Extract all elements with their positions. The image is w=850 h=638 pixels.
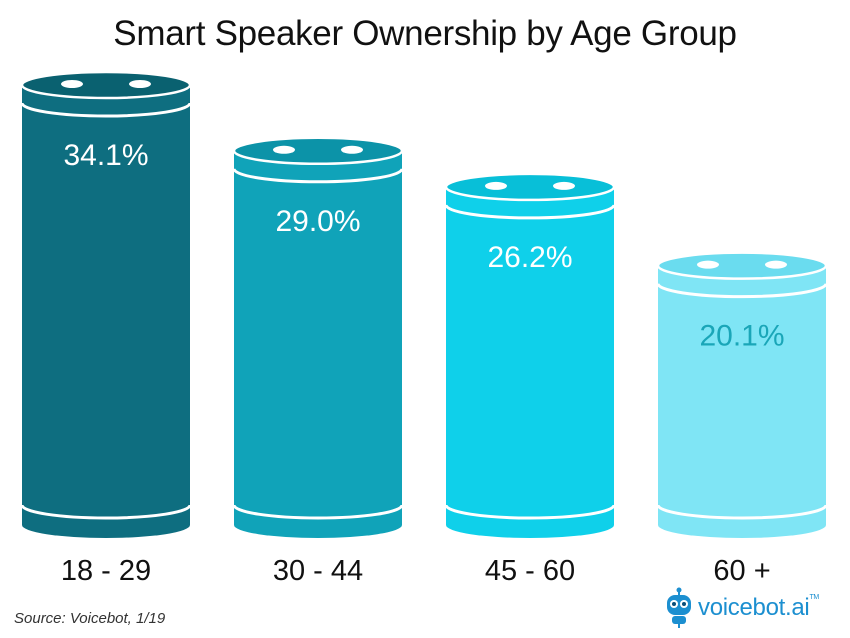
category-label-2: 45 - 60 (485, 555, 575, 587)
bar-top-ring-3 (656, 283, 828, 299)
bar-bottom-ring-0 (20, 504, 192, 520)
category-label-3: 60 + (713, 555, 770, 587)
bar-top-hole-left-1 (273, 145, 295, 154)
bar-body-3 (658, 265, 826, 525)
bar-top-hole-left-0 (61, 80, 83, 88)
logo-name: voicebot (698, 594, 785, 621)
bar-top-ring-2 (444, 204, 616, 220)
bar-top-cap-3 (656, 251, 828, 280)
bar-body-0 (22, 85, 190, 525)
robot-mascot-icon (667, 587, 691, 628)
bar-body-1 (234, 150, 402, 525)
bar-top-hole-right-0 (129, 80, 151, 88)
bar-top-ring-1 (232, 168, 404, 184)
bar-bottom-ring-3 (656, 504, 828, 520)
bar-top-cap-0 (20, 70, 192, 100)
bar-bottom-ring-1 (232, 504, 404, 520)
bar-top-cap-2 (444, 172, 616, 202)
category-label-0: 18 - 29 (61, 555, 151, 587)
source-note: Source: Voicebot, 1/19 (14, 610, 166, 627)
chart-title: Smart Speaker Ownership by Age Group (113, 14, 737, 53)
bar-top-ring-0 (20, 102, 192, 118)
bar-value-label-1: 29.0% (275, 205, 360, 238)
bar-value-label-3: 20.1% (699, 320, 784, 353)
logo-suffix: .ai (785, 594, 810, 621)
voicebot-logo: voicebot.aiTM (664, 586, 840, 630)
logo-text: voicebot.aiTM (698, 594, 819, 622)
logo-tm: TM (809, 594, 819, 601)
bar-top-hole-left-2 (485, 181, 507, 190)
bar-value-label-2: 26.2% (487, 241, 572, 274)
bar-top-hole-left-3 (697, 260, 719, 269)
bar-value-label-0: 34.1% (63, 139, 148, 172)
bar-body-2 (446, 186, 614, 525)
bar-bottom-ring-2 (444, 504, 616, 520)
bar-top-hole-right-2 (553, 181, 575, 190)
category-label-1: 30 - 44 (273, 555, 363, 587)
bar-top-hole-right-3 (765, 260, 787, 269)
bar-top-cap-1 (232, 136, 404, 166)
bar-top-hole-right-1 (341, 145, 363, 154)
